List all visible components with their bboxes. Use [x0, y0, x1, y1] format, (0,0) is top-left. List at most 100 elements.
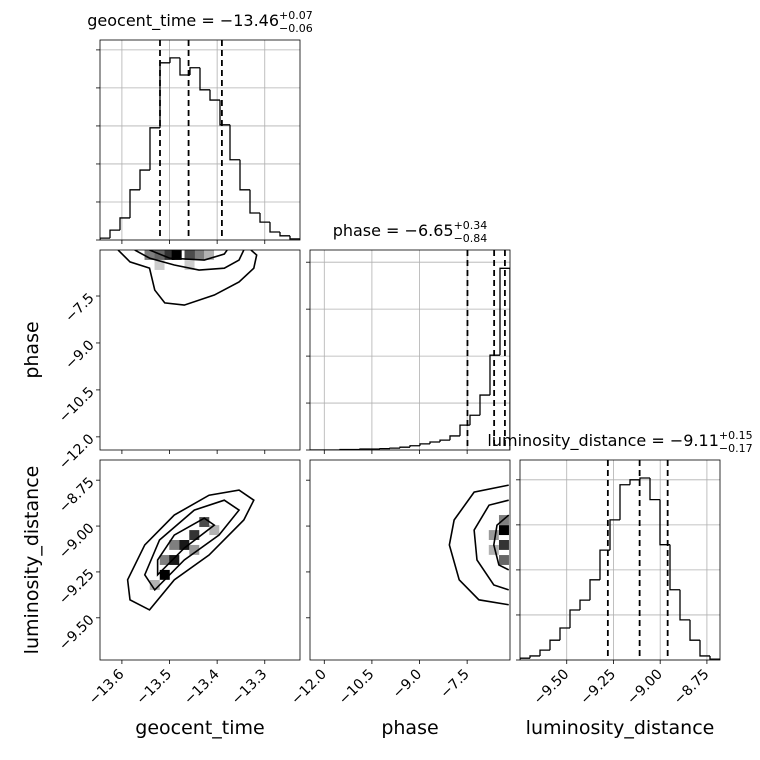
- histogram-step: [239, 159, 250, 191]
- density-cell: [498, 555, 509, 565]
- histogram-step: [129, 189, 140, 218]
- panel-frame: [99, 39, 301, 241]
- x-axis-label: phase: [381, 717, 438, 739]
- histogram-step: [109, 229, 120, 239]
- title-main: geocent_time = −13.46: [87, 11, 279, 31]
- histogram-step: [649, 478, 660, 501]
- density-cell: [159, 569, 170, 580]
- y-axis-label: phase: [21, 321, 43, 378]
- histogram-step: [139, 169, 150, 190]
- panel: [96, 39, 301, 244]
- panel-frame: [519, 459, 721, 661]
- panel: [96, 249, 301, 454]
- title-sub: −0.06: [279, 22, 313, 35]
- density-cell: [199, 517, 210, 527]
- title-sup: +0.07: [279, 9, 313, 22]
- title-main: phase = −6.65: [333, 221, 454, 240]
- contour: [473, 499, 509, 591]
- panel-frame: [99, 249, 301, 451]
- density-cell: [171, 250, 182, 260]
- density-cell: [159, 555, 170, 565]
- histogram-step: [579, 599, 590, 610]
- density-cell: [169, 555, 180, 565]
- contour: [492, 514, 510, 571]
- histogram-step: [499, 267, 510, 450]
- histogram-step: [229, 124, 240, 161]
- density-cell: [204, 250, 215, 260]
- histogram-step: [659, 499, 670, 546]
- panel-title: phase = −6.65+0.34 −0.84: [333, 219, 488, 245]
- histogram-step: [489, 354, 500, 396]
- contour: [149, 250, 228, 261]
- title-sub: −0.84: [454, 232, 488, 245]
- panel-frame: [309, 249, 511, 451]
- histogram-step: [449, 435, 460, 441]
- plot-area: [448, 484, 510, 606]
- panel: [516, 459, 721, 664]
- histogram-step: [279, 232, 290, 237]
- contour: [117, 250, 258, 306]
- plot-area: [117, 250, 258, 306]
- histogram-step: [269, 222, 280, 233]
- histogram-step: [439, 439, 450, 443]
- histogram-step: [569, 609, 580, 629]
- density-cell: [184, 250, 195, 260]
- density-cell: [154, 260, 165, 270]
- panel: [306, 249, 511, 454]
- panel-title: geocent_time = −13.46+0.07 −0.06: [87, 9, 313, 35]
- panel: [96, 459, 301, 664]
- histogram-step: [539, 649, 550, 656]
- density-cell: [189, 544, 200, 555]
- histogram-step: [619, 484, 630, 520]
- histogram-step: [679, 589, 690, 621]
- density-cell: [498, 525, 509, 536]
- plot-area: [520, 460, 720, 660]
- plot-area: [100, 40, 300, 240]
- histogram-step: [149, 127, 160, 171]
- histogram-step: [589, 579, 600, 601]
- density-cell: [164, 250, 175, 260]
- histogram-step: [179, 57, 190, 76]
- x-axis-label: geocent_time: [135, 717, 264, 739]
- histogram-step: [119, 217, 130, 231]
- histogram-step: [419, 443, 430, 446]
- plot-area: [310, 250, 510, 450]
- panel-title: luminosity_distance = −9.11+0.15 −0.17: [487, 429, 752, 455]
- panel: [306, 459, 511, 664]
- contour: [448, 484, 509, 606]
- density-cell: [169, 540, 180, 550]
- histogram-step: [609, 519, 620, 551]
- histogram-step: [189, 67, 200, 75]
- histogram-step: [709, 655, 720, 660]
- histogram-step: [249, 189, 260, 214]
- density-cell: [498, 540, 509, 550]
- histogram-step: [469, 414, 480, 426]
- histogram-step: [529, 655, 540, 659]
- histogram-step: [199, 67, 210, 91]
- panel-frame: [99, 459, 301, 661]
- histogram-step: [629, 479, 640, 485]
- histogram-step: [259, 213, 270, 223]
- density-cell: [488, 544, 499, 555]
- histogram-step: [639, 477, 650, 480]
- histogram-step: [219, 100, 230, 126]
- histogram-step: [409, 445, 420, 448]
- contour: [126, 489, 255, 611]
- title-sup: +0.34: [454, 219, 488, 232]
- title-sup: +0.15: [719, 429, 753, 442]
- title-sub: −0.17: [719, 442, 753, 455]
- histogram-step: [669, 544, 680, 591]
- density-cell: [149, 580, 160, 590]
- histogram-step: [100, 237, 110, 240]
- histogram-step: [599, 549, 610, 580]
- panel-frame: [309, 459, 511, 661]
- histogram-step: [169, 57, 180, 63]
- density-cell: [144, 250, 155, 260]
- histogram-step: [399, 446, 410, 449]
- density-cell: [209, 525, 220, 536]
- x-axis-label: luminosity_distance: [526, 717, 715, 739]
- y-axis-label: luminosity_distance: [21, 466, 43, 655]
- histogram-step: [559, 627, 570, 641]
